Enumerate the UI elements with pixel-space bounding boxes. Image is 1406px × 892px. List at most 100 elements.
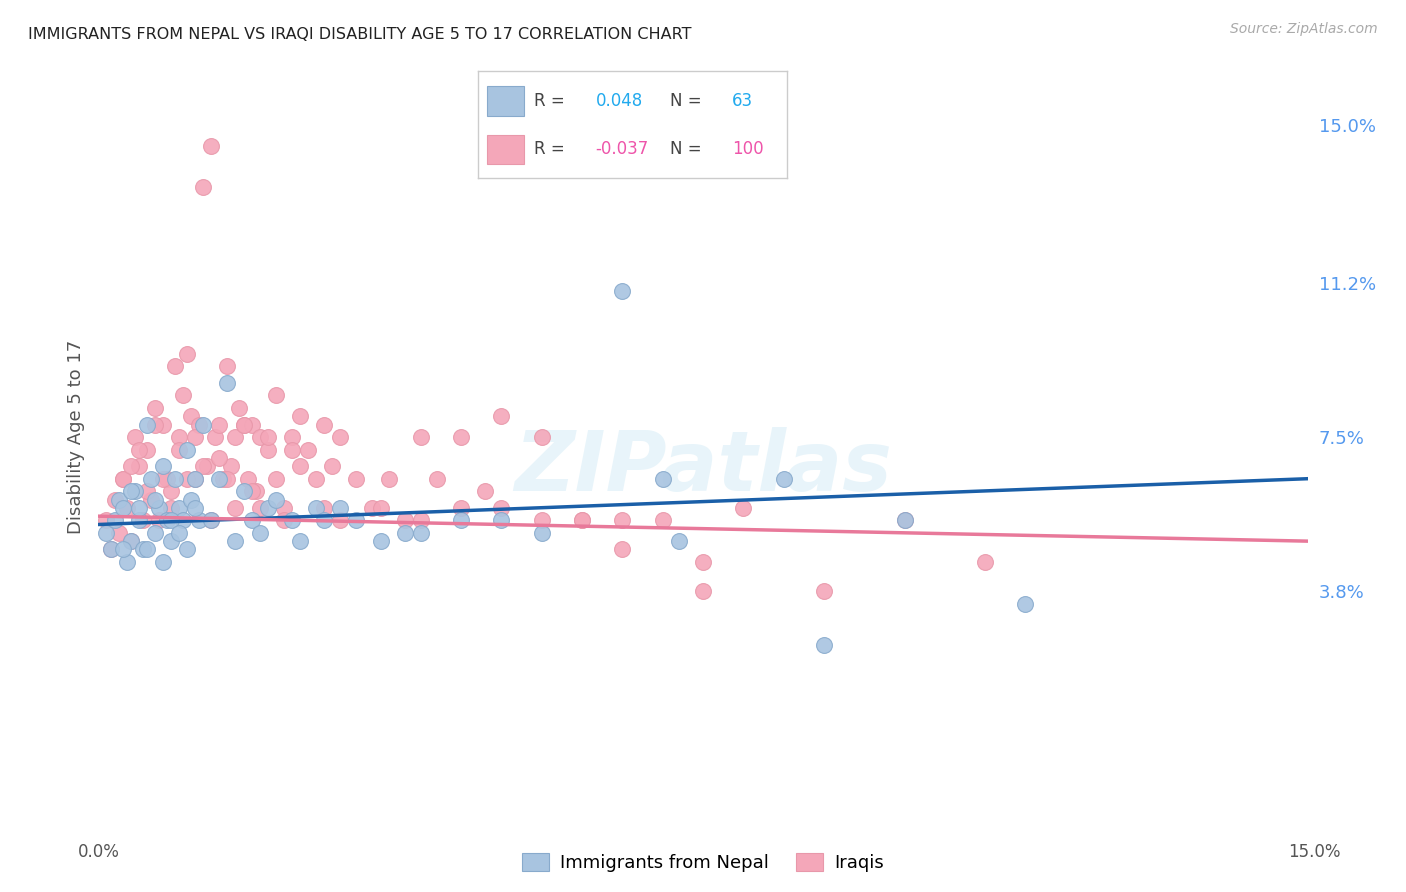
Point [152, 472, 174, 486]
Text: N =: N = [669, 141, 707, 159]
Text: 100: 100 [731, 141, 763, 159]
Point [329, 430, 352, 444]
Point [167, 500, 190, 515]
Point [132, 513, 155, 527]
Bar [488, 135, 524, 164]
Point [128, 442, 150, 457]
Point [148, 500, 170, 515]
Point [264, 472, 287, 486]
Point [256, 442, 278, 457]
Point [193, 180, 215, 194]
Point [228, 401, 250, 415]
Text: ZIPatlas: ZIPatlas [515, 426, 891, 508]
Point [893, 513, 915, 527]
Point [128, 500, 150, 515]
Point [240, 513, 263, 527]
Point [314, 513, 336, 527]
Point [184, 472, 207, 486]
Point [409, 525, 432, 540]
Point [107, 492, 129, 507]
Point [394, 513, 416, 527]
Point [103, 513, 125, 527]
Point [813, 638, 835, 652]
Point [176, 347, 198, 361]
Point [571, 513, 593, 527]
Point [733, 500, 755, 515]
Point [651, 513, 673, 527]
Point [264, 492, 287, 507]
Point [128, 513, 150, 527]
Text: -0.037: -0.037 [596, 141, 648, 159]
Legend: Immigrants from Nepal, Iraqis: Immigrants from Nepal, Iraqis [512, 842, 894, 883]
Point [530, 525, 553, 540]
Point [172, 388, 194, 402]
Point [128, 459, 150, 474]
Point [176, 472, 198, 486]
Point [103, 492, 125, 507]
Point [370, 534, 392, 549]
Point [120, 534, 142, 549]
Point [143, 492, 166, 507]
Point [249, 500, 271, 515]
Point [409, 513, 432, 527]
Point [135, 442, 157, 457]
Point [163, 359, 186, 374]
Point [288, 409, 311, 424]
Point [115, 500, 138, 515]
Point [305, 500, 328, 515]
Point [612, 285, 634, 299]
Point [612, 542, 634, 557]
Point [193, 417, 215, 432]
Point [193, 459, 215, 474]
Point [273, 513, 295, 527]
Point [344, 472, 367, 486]
Point [204, 430, 226, 444]
Point [115, 555, 138, 569]
Point [232, 417, 254, 432]
Point [240, 484, 263, 499]
Bar [488, 87, 524, 116]
Text: 63: 63 [731, 93, 752, 111]
Point [321, 459, 343, 474]
Point [208, 417, 231, 432]
Point [813, 584, 835, 599]
Point [249, 430, 271, 444]
Point [167, 430, 190, 444]
Point [135, 484, 157, 499]
Point [491, 513, 513, 527]
Point [256, 500, 278, 515]
Point [208, 450, 231, 465]
Point [160, 484, 183, 499]
Point [200, 513, 222, 527]
Point [668, 534, 690, 549]
Point [264, 388, 287, 402]
Point [281, 430, 304, 444]
Point [167, 442, 190, 457]
Point [139, 472, 162, 486]
Point [120, 484, 142, 499]
Point [111, 472, 134, 486]
Point [132, 542, 155, 557]
Point [361, 500, 384, 515]
Point [96, 525, 118, 540]
Point [273, 500, 295, 515]
Point [152, 459, 174, 474]
Point [143, 525, 166, 540]
Point [240, 417, 263, 432]
Point [195, 459, 218, 474]
Point [135, 542, 157, 557]
Point [120, 534, 142, 549]
Point [184, 472, 207, 486]
Point [176, 542, 198, 557]
Point [288, 459, 311, 474]
Point [329, 500, 352, 515]
Point [772, 472, 794, 486]
Point [314, 500, 336, 515]
Text: R =: R = [534, 141, 569, 159]
Point [184, 500, 207, 515]
Point [217, 472, 239, 486]
Point [1014, 597, 1036, 611]
Point [156, 513, 179, 527]
Point [692, 555, 714, 569]
Text: IMMIGRANTS FROM NEPAL VS IRAQI DISABILITY AGE 5 TO 17 CORRELATION CHART: IMMIGRANTS FROM NEPAL VS IRAQI DISABILIT… [28, 27, 692, 42]
